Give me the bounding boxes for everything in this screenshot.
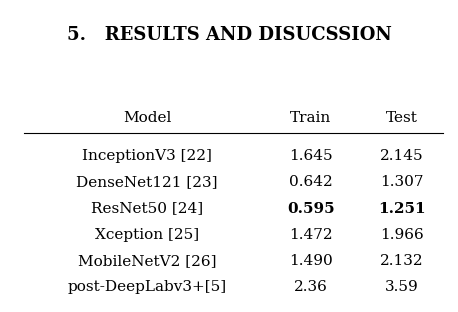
Text: 2.145: 2.145 — [380, 149, 424, 163]
Text: 5.   RESULTS AND DISUCSSION: 5. RESULTS AND DISUCSSION — [66, 26, 392, 44]
Text: 3.59: 3.59 — [385, 280, 419, 295]
Text: 2.36: 2.36 — [294, 280, 328, 295]
Text: 1.251: 1.251 — [378, 202, 426, 216]
Text: Test: Test — [386, 111, 418, 125]
Text: Train: Train — [290, 111, 332, 125]
Text: 1.645: 1.645 — [289, 149, 333, 163]
Text: 2.132: 2.132 — [380, 254, 424, 268]
Text: 1.472: 1.472 — [289, 228, 333, 242]
Text: 1.966: 1.966 — [380, 228, 424, 242]
Text: DenseNet121 [23]: DenseNet121 [23] — [76, 175, 218, 189]
Text: Xception [25]: Xception [25] — [95, 228, 199, 242]
Text: 1.490: 1.490 — [289, 254, 333, 268]
Text: Model: Model — [123, 111, 171, 125]
Text: 0.642: 0.642 — [289, 175, 333, 189]
Text: 0.595: 0.595 — [287, 202, 335, 216]
Text: post-DeepLabv3+[5]: post-DeepLabv3+[5] — [67, 280, 227, 295]
Text: 1.307: 1.307 — [380, 175, 424, 189]
Text: ResNet50 [24]: ResNet50 [24] — [91, 202, 203, 216]
Text: MobileNetV2 [26]: MobileNetV2 [26] — [78, 254, 216, 268]
Text: InceptionV3 [22]: InceptionV3 [22] — [82, 149, 212, 163]
